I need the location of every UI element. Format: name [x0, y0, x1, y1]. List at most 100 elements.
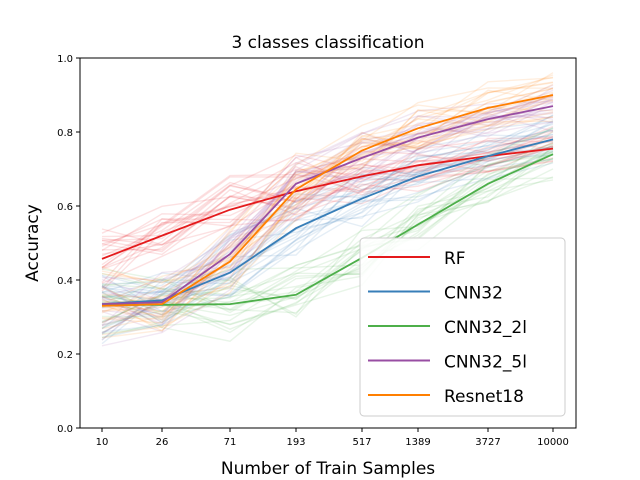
x-tick-label: 26 [156, 437, 169, 448]
series-line-cnn32_2l [102, 153, 554, 306]
run-line [101, 123, 554, 292]
run-line [101, 160, 554, 283]
run-line [101, 145, 554, 269]
run-line [101, 112, 554, 318]
run-line [101, 148, 554, 270]
run-line [101, 136, 554, 289]
run-line [101, 146, 554, 342]
legend-label: CNN32 [444, 284, 503, 304]
run-line [101, 121, 554, 325]
run-line [101, 114, 554, 285]
x-tick-label: 10000 [537, 437, 569, 448]
y-tick-label: 0.0 [57, 424, 73, 435]
run-line [101, 147, 554, 284]
run-line [101, 142, 554, 292]
run-line [101, 141, 554, 318]
run-line [101, 99, 554, 314]
run-line [101, 76, 554, 320]
y-tick-label: 0.6 [57, 202, 73, 213]
legend-label: CNN32_5l [444, 353, 527, 373]
legend-label: CNN32_2l [444, 318, 527, 338]
plot-frame [79, 57, 577, 429]
x-axis-ticks: 10 26 71 193 517 1389 3727 10000 [96, 428, 569, 448]
series-lines [101, 94, 554, 307]
x-tick-label: 10 [96, 437, 109, 448]
run-line [101, 134, 554, 294]
legend-label: Resnet18 [444, 387, 524, 407]
run-line [101, 126, 554, 316]
run-line [101, 129, 554, 302]
y-axis-label: Accuracy [23, 204, 43, 282]
legend: RF CNN32 CNN32_2l CNN32_5l Resnet18 [359, 237, 566, 417]
run-line [101, 130, 554, 323]
run-line [101, 107, 554, 327]
legend-label: RF [444, 249, 466, 269]
run-line [101, 127, 554, 301]
run-line [101, 136, 554, 252]
run-line [101, 179, 554, 316]
run-line [101, 148, 554, 314]
run-line [101, 81, 554, 314]
run-line [101, 100, 554, 326]
run-line [101, 125, 554, 246]
run-line [101, 114, 554, 296]
run-line [101, 77, 554, 330]
run-line [101, 146, 554, 251]
run-line [101, 120, 554, 324]
run-line [101, 101, 554, 298]
run-line [101, 177, 554, 338]
run-line [101, 106, 554, 336]
run-line [101, 158, 554, 339]
chart-title: 3 classes classification [231, 33, 424, 53]
run-line [101, 127, 554, 314]
run-line [101, 87, 554, 319]
x-tick-label: 71 [224, 437, 237, 448]
run-line [101, 82, 554, 284]
run-line [101, 103, 554, 326]
run-line [101, 129, 554, 330]
y-tick-label: 1.0 [57, 54, 73, 65]
x-tick-label: 517 [352, 437, 371, 448]
run-line [101, 83, 554, 291]
x-tick-label: 3727 [475, 437, 500, 448]
run-line [101, 111, 554, 317]
run-line [101, 151, 554, 316]
run-line [101, 87, 554, 305]
run-line [101, 157, 554, 311]
run-line [101, 129, 554, 247]
run-line [101, 96, 554, 321]
run-line [101, 152, 554, 322]
run-line [101, 142, 554, 245]
run-line [101, 158, 554, 334]
run-line [101, 149, 554, 299]
run-line [101, 94, 554, 339]
run-line [101, 176, 554, 326]
run-line [101, 157, 554, 334]
run-line [101, 116, 554, 347]
run-line [101, 145, 554, 253]
y-tick-label: 0.8 [57, 128, 73, 139]
run-line [101, 84, 554, 281]
run-line [101, 92, 554, 312]
run-line [101, 116, 554, 324]
run-line [101, 86, 554, 309]
run-line [101, 135, 554, 242]
run-line [101, 139, 554, 257]
y-tick-label: 0.4 [57, 276, 73, 287]
x-tick-label: 193 [286, 437, 305, 448]
run-line [101, 133, 554, 293]
run-line [101, 89, 554, 316]
run-line [101, 120, 554, 332]
run-line [101, 159, 554, 255]
legend-box [359, 237, 566, 417]
x-tick-label: 1389 [405, 437, 430, 448]
series-line-resnet18 [101, 94, 554, 307]
y-axis-ticks: 0.0 0.2 0.4 0.6 0.8 1.0 [57, 54, 80, 435]
run-line [101, 150, 554, 333]
run-line [101, 140, 554, 307]
x-axis-label: Number of Train Samples [221, 459, 435, 479]
run-line [101, 146, 554, 296]
series-line-cnn32 [101, 138, 554, 305]
run-line [101, 138, 554, 341]
run-line [101, 88, 554, 299]
